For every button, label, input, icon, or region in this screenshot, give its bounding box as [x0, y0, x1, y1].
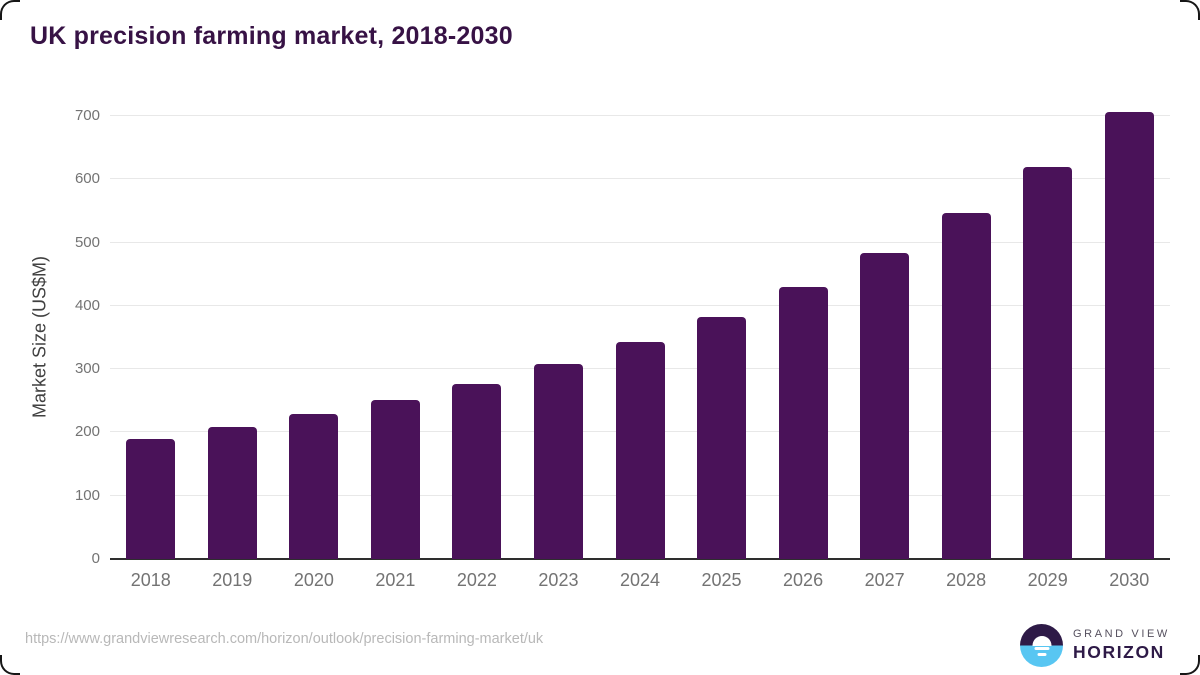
gridline-400	[110, 304, 1170, 306]
bar-2025	[697, 317, 747, 559]
x-tick-label-2024: 2024	[619, 570, 661, 590]
grand-view-horizon-logo: GRAND VIEW HORIZON	[1020, 624, 1170, 667]
x-tick-label-2029: 2029	[1027, 570, 1068, 590]
logo-text-horizon: HORIZON	[1073, 642, 1165, 662]
screenshot-corner	[1180, 0, 1200, 20]
bar-2029	[1023, 166, 1073, 559]
bar-2022	[452, 383, 502, 559]
bar-2026	[778, 286, 828, 559]
y-tick-label-0: 0	[91, 550, 100, 567]
sun-reflection-line	[1034, 647, 1049, 651]
logo-text-grand-view: GRAND VIEW	[1073, 628, 1170, 640]
source-url: https://www.grandviewresearch.com/horizo…	[25, 631, 544, 647]
x-tick-label-2018: 2018	[130, 570, 171, 590]
bar-2018	[126, 438, 176, 559]
y-tick-label-200: 200	[74, 423, 100, 441]
logo-text: GRAND VIEW HORIZON	[1073, 628, 1170, 663]
x-axis-tick-labels: 2018 2019 2020 2021 2022 2023 2024 2025 2026 2027…	[110, 570, 1170, 594]
x-tick-label-2027: 2027	[864, 570, 905, 590]
bar-2028	[941, 212, 991, 559]
x-tick-label-2022: 2022	[456, 570, 497, 590]
bar-2019	[207, 426, 257, 559]
bar-2027	[860, 253, 910, 559]
gridline-700	[110, 115, 1170, 116]
x-tick-label-2021: 2021	[375, 570, 416, 590]
x-tick-label-2026: 2026	[783, 570, 824, 590]
y-tick-label-100: 100	[74, 486, 100, 504]
gridline-600	[110, 178, 1170, 180]
plot-area	[110, 90, 1170, 560]
screenshot-corner	[0, 655, 20, 675]
x-tick-label-2030: 2030	[1109, 570, 1150, 590]
bar-2023	[533, 364, 583, 559]
bar-2030	[1104, 112, 1154, 559]
x-tick-label-2028: 2028	[946, 570, 987, 590]
x-tick-label-2020: 2020	[293, 570, 334, 590]
y-tick-label-300: 300	[74, 360, 100, 378]
x-axis-line	[110, 558, 1170, 560]
y-tick-label-700: 700	[74, 107, 100, 124]
bar-2021	[370, 399, 420, 559]
screenshot-corner	[0, 0, 20, 20]
screenshot-corner	[1180, 655, 1200, 675]
gridline-500	[110, 241, 1170, 243]
sun-icon	[1032, 636, 1051, 646]
x-tick-label-2023: 2023	[538, 570, 579, 590]
y-tick-label-400: 400	[74, 296, 100, 314]
chart-title: UK precision farming market, 2018-2030	[30, 22, 513, 50]
x-tick-label-2025: 2025	[701, 570, 742, 590]
bar-2020	[289, 414, 339, 559]
bar-2024	[615, 341, 665, 559]
horizon-sunrise-icon	[1020, 624, 1063, 667]
y-axis-tick-labels: 0 100 200 300 400 500 600 700	[0, 90, 100, 567]
y-tick-label-600: 600	[74, 170, 100, 188]
y-tick-label-500: 500	[74, 233, 100, 251]
x-tick-label-2019: 2019	[212, 570, 253, 590]
sun-reflection-line	[1037, 653, 1046, 657]
